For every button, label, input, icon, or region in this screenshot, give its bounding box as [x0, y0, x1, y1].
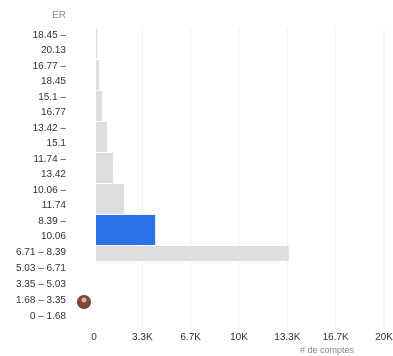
bar	[96, 215, 156, 245]
y-tick-label: 18.45 – 20.13	[32, 30, 66, 56]
x-tick-label: 6.7K	[180, 332, 201, 343]
bar	[96, 153, 114, 183]
bar	[96, 60, 100, 90]
bar	[96, 246, 289, 261]
y-tick-label: 8.39 – 10.06	[38, 216, 66, 242]
y-tick-label: 15.1 – 16.77	[38, 92, 66, 118]
bar	[96, 184, 125, 214]
y-tick-label: 6.71 – 8.39	[15, 247, 66, 258]
y-tick-label: 10.06 – 11.74	[32, 185, 66, 211]
x-tick-label: 20K	[375, 332, 393, 343]
y-tick-label: 5.03 – 6.71	[15, 263, 66, 274]
x-tick-label: 13.3K	[274, 332, 301, 343]
y-tick-label: 0 – 1.68	[29, 311, 66, 322]
y-tick-label: 16.77 – 18.45	[32, 61, 66, 87]
x-tick-label: 3.3K	[132, 332, 153, 343]
avatar-detail	[81, 297, 87, 303]
y-tick-label: 3.35 – 5.03	[15, 279, 66, 290]
bar	[96, 29, 98, 59]
y-axis-title: ER	[52, 10, 66, 21]
y-tick-label: 1.68 – 3.35	[15, 295, 66, 306]
x-tick-label: 16.7K	[322, 332, 349, 343]
bar	[96, 91, 103, 121]
y-tick-label: 11.74 – 13.42	[33, 154, 66, 180]
x-tick-label: 10K	[230, 332, 248, 343]
bar	[96, 122, 108, 152]
x-axis-title: # de comptes	[300, 345, 355, 355]
x-tick-label: 0	[91, 332, 97, 343]
y-tick-label: 13.42 – 15.1	[32, 123, 66, 149]
